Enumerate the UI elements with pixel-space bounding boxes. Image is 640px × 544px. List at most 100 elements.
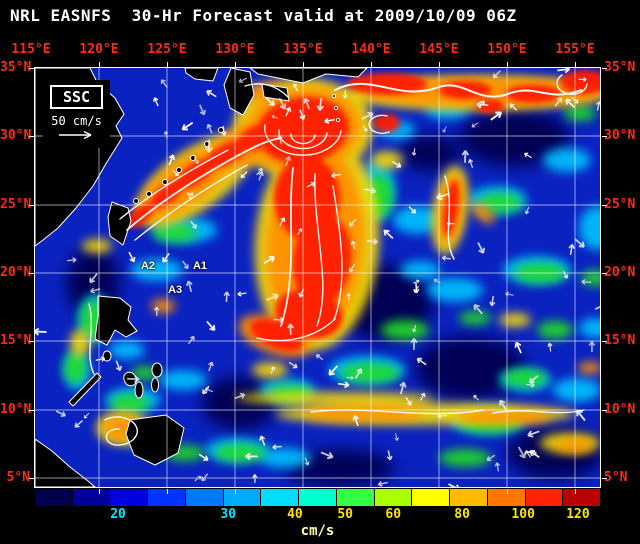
- current-vector-arrow: [288, 361, 298, 369]
- current-vector-arrow: [172, 169, 180, 176]
- current-vector-arrow: [410, 338, 418, 350]
- axis-tick-bottom: [167, 489, 168, 494]
- current-vector-arrow: [386, 450, 393, 461]
- current-vector-arrow: [383, 229, 394, 240]
- colorbar-segment: [487, 489, 525, 506]
- legend-title: SSC: [50, 85, 104, 109]
- colorbar-unit: cm/s: [300, 523, 335, 539]
- current-vector-arrow: [595, 101, 600, 111]
- current-vector-arrow: [181, 121, 194, 131]
- axis-tick-bottom: [371, 489, 372, 494]
- current-vector-arrow: [208, 361, 214, 372]
- y-axis-label-left: 15°N: [0, 333, 32, 348]
- current-vector-arrow: [245, 452, 258, 461]
- current-vector-arrow: [523, 152, 532, 159]
- current-vector-arrow: [461, 150, 470, 163]
- streamline-layer: [88, 74, 588, 446]
- axis-tick-right: [602, 410, 607, 411]
- current-vector-arrow: [355, 368, 363, 379]
- current-vector-arrow: [153, 97, 159, 107]
- current-vector-arrow: [517, 446, 527, 459]
- map-annotation: A3: [168, 284, 183, 297]
- y-axis-label-right: 35°N: [604, 60, 636, 75]
- axis-tick-right: [602, 341, 607, 342]
- land-ryukyu-island: [133, 198, 139, 204]
- red-speed-blobs: [126, 70, 600, 351]
- current-vector-arrow: [83, 412, 90, 419]
- x-axis-label: 135°E: [283, 42, 323, 57]
- map-annotation: A1: [192, 260, 207, 273]
- land-honshu: [249, 68, 368, 84]
- current-vector-arrow: [270, 366, 276, 374]
- y-axis-label-left: 5°N: [6, 470, 30, 485]
- x-axis-label: 115°E: [11, 42, 51, 57]
- colorbar-tick-label: 20: [110, 507, 126, 522]
- current-vector-arrow: [278, 97, 287, 110]
- axis-tick-top: [439, 62, 440, 67]
- current-vector-arrow: [504, 291, 514, 297]
- current-vector-arrow: [446, 221, 455, 226]
- current-vector-arrow: [306, 181, 316, 188]
- axis-tick-top: [167, 62, 168, 67]
- current-vector-arrow: [509, 103, 518, 111]
- colorbar-segment: [261, 489, 299, 506]
- colorbar-tick-label: 60: [385, 507, 402, 522]
- current-vector-arrow: [168, 154, 176, 166]
- land-samar: [151, 362, 163, 378]
- axis-tick-left: [29, 273, 34, 274]
- current-vector-arrow: [205, 139, 213, 153]
- current-vector-arrow: [394, 433, 399, 441]
- colorbar-segment: [450, 489, 487, 506]
- current-vector-arrow: [74, 419, 84, 428]
- current-vector-arrow: [279, 217, 286, 226]
- current-vector-arrow: [90, 287, 101, 294]
- current-vector-arrow: [346, 292, 352, 301]
- current-vector-arrow: [287, 323, 294, 335]
- axis-tick-bottom: [303, 489, 304, 494]
- current-vector-arrow: [160, 79, 168, 88]
- colorbar-tick-label: 80: [454, 507, 470, 522]
- current-vector-arrow: [263, 255, 275, 265]
- current-vector-arrow: [477, 242, 485, 254]
- current-vector-arrow: [89, 273, 98, 284]
- current-vector-arrow: [411, 148, 417, 156]
- current-vector-arrow: [524, 207, 530, 215]
- current-vector-arrow: [304, 457, 310, 466]
- current-vector-arrow: [292, 83, 298, 92]
- axis-tick-bottom: [507, 489, 508, 494]
- current-vector-arrow: [377, 480, 388, 487]
- current-speed-map: [35, 68, 600, 487]
- current-vector-arrow: [419, 392, 426, 401]
- current-vector-arrow: [234, 392, 246, 400]
- current-vector-arrow: [238, 77, 248, 84]
- axis-tick-top: [99, 62, 100, 67]
- current-vector-arrow: [554, 96, 563, 107]
- current-vector-arrow: [594, 302, 600, 310]
- y-axis-label-left: 20°N: [0, 265, 32, 280]
- current-vector-arrow: [320, 451, 334, 460]
- colorbar-segment: [374, 489, 412, 506]
- axis-tick-bottom: [439, 489, 440, 494]
- y-axis-label-left: 30°N: [0, 128, 32, 143]
- y-axis-label-right: 20°N: [604, 265, 636, 280]
- current-vector-arrow: [67, 257, 77, 263]
- current-vector-arrow: [514, 341, 522, 354]
- axis-tick-right: [602, 478, 607, 479]
- current-vector-arrow: [574, 238, 585, 248]
- current-vector-arrow: [529, 450, 540, 459]
- current-vector-arrow: [526, 382, 535, 388]
- colorbar-tick-label: 50: [337, 507, 353, 522]
- land-kyushu: [223, 68, 255, 116]
- current-vector-arrow: [416, 357, 427, 366]
- current-vector-arrow: [221, 125, 227, 136]
- current-arrow-layer: [35, 68, 600, 487]
- current-vector-arrow: [35, 327, 47, 336]
- land-ryukyu-island: [218, 127, 224, 133]
- y-axis-label-right: 25°N: [604, 197, 636, 212]
- current-vector-arrow: [199, 104, 206, 116]
- current-vector-arrow: [392, 160, 402, 168]
- current-vector-arrow: [399, 381, 407, 395]
- current-vector-arrow: [489, 295, 496, 307]
- axis-tick-right: [602, 205, 607, 206]
